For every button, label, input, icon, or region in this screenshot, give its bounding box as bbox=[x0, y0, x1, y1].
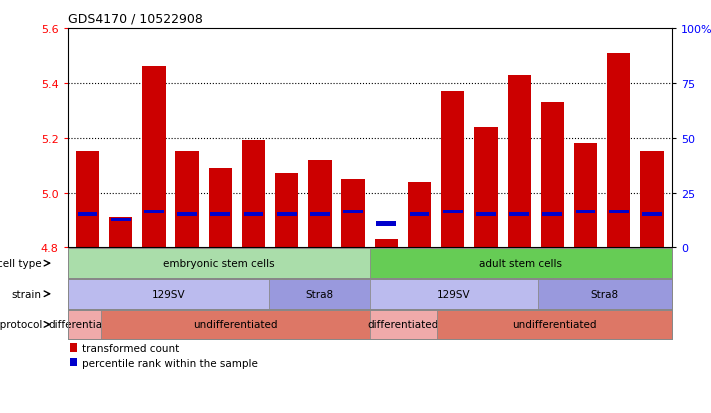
Bar bbox=[70, 344, 77, 352]
Bar bbox=[343, 210, 363, 214]
Text: growth protocol: growth protocol bbox=[0, 320, 42, 330]
Bar bbox=[541, 103, 564, 248]
Text: GDS4170 / 10522908: GDS4170 / 10522908 bbox=[68, 12, 203, 25]
Bar bbox=[376, 221, 396, 226]
Bar bbox=[242, 141, 265, 248]
Text: differentiated: differentiated bbox=[368, 320, 439, 330]
Bar bbox=[574, 144, 597, 248]
Bar bbox=[542, 213, 562, 216]
Text: differentiated: differentiated bbox=[49, 320, 120, 330]
Bar bbox=[176, 152, 198, 248]
Text: undifferentiated: undifferentiated bbox=[512, 320, 597, 330]
Bar bbox=[244, 213, 263, 216]
Bar bbox=[77, 213, 97, 216]
FancyBboxPatch shape bbox=[101, 310, 370, 339]
Bar bbox=[144, 210, 164, 214]
FancyBboxPatch shape bbox=[370, 310, 437, 339]
Bar bbox=[607, 54, 631, 248]
Bar bbox=[109, 218, 132, 248]
Text: 129SV: 129SV bbox=[151, 289, 185, 299]
Text: embryonic stem cells: embryonic stem cells bbox=[163, 259, 274, 268]
Bar bbox=[476, 213, 496, 216]
Bar bbox=[310, 213, 330, 216]
FancyBboxPatch shape bbox=[370, 249, 672, 278]
Bar bbox=[208, 169, 232, 248]
FancyBboxPatch shape bbox=[437, 310, 672, 339]
Text: Stra8: Stra8 bbox=[591, 289, 619, 299]
Bar bbox=[277, 213, 296, 216]
Bar bbox=[111, 218, 131, 222]
Text: 129SV: 129SV bbox=[437, 289, 471, 299]
Bar bbox=[441, 92, 464, 248]
Bar bbox=[309, 160, 331, 248]
Text: percentile rank within the sample: percentile rank within the sample bbox=[82, 358, 257, 368]
Text: undifferentiated: undifferentiated bbox=[193, 320, 278, 330]
Bar bbox=[443, 210, 463, 214]
FancyBboxPatch shape bbox=[68, 310, 101, 339]
FancyBboxPatch shape bbox=[68, 279, 269, 309]
Bar bbox=[408, 182, 431, 248]
Text: transformed count: transformed count bbox=[82, 344, 178, 354]
Bar bbox=[410, 213, 429, 216]
Bar bbox=[474, 127, 498, 248]
FancyBboxPatch shape bbox=[269, 279, 370, 309]
Bar bbox=[508, 76, 531, 248]
Bar bbox=[375, 240, 398, 248]
Bar bbox=[509, 213, 529, 216]
Text: Stra8: Stra8 bbox=[305, 289, 333, 299]
Text: cell type: cell type bbox=[0, 259, 42, 268]
FancyBboxPatch shape bbox=[370, 279, 538, 309]
Bar bbox=[576, 210, 595, 214]
Bar bbox=[641, 152, 663, 248]
Bar bbox=[210, 213, 230, 216]
Text: strain: strain bbox=[12, 289, 42, 299]
Bar bbox=[70, 358, 77, 366]
Bar bbox=[341, 179, 365, 248]
Bar bbox=[609, 210, 629, 214]
Text: adult stem cells: adult stem cells bbox=[479, 259, 562, 268]
Bar bbox=[142, 67, 166, 248]
Bar bbox=[642, 213, 662, 216]
Bar bbox=[76, 152, 99, 248]
FancyBboxPatch shape bbox=[68, 249, 370, 278]
Bar bbox=[275, 174, 299, 248]
FancyBboxPatch shape bbox=[538, 279, 672, 309]
Bar bbox=[177, 213, 197, 216]
